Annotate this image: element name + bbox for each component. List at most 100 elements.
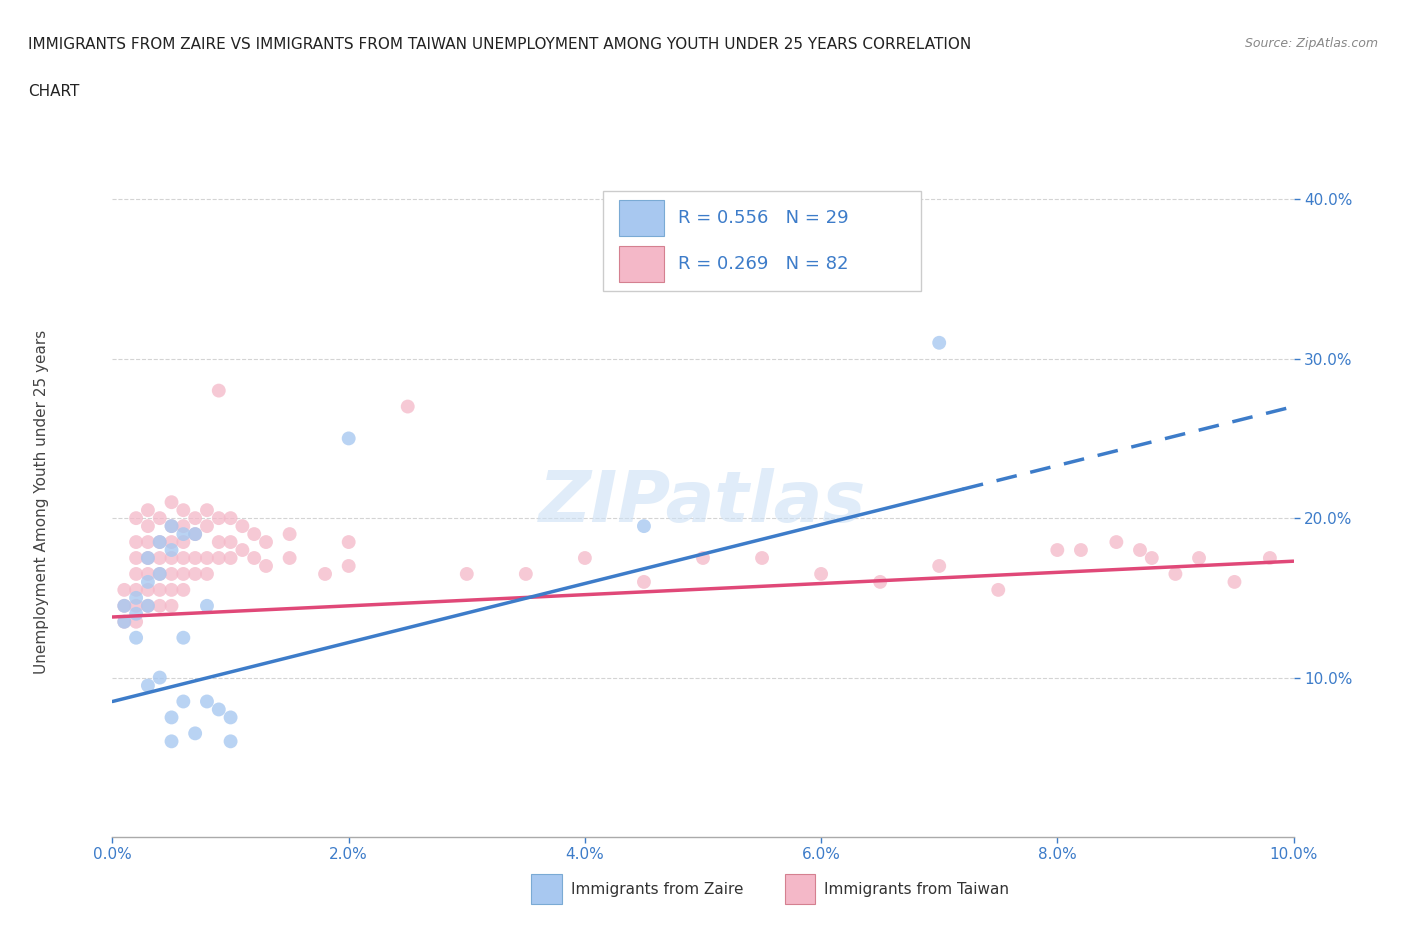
Point (112, 598, 135, 613)
Point (160, 495, 183, 510)
Point (1188, 551, 1211, 565)
Point (160, 542, 183, 557)
Point (751, 551, 773, 565)
Point (172, 582, 194, 597)
Point (208, 511, 231, 525)
Point (219, 734, 242, 749)
Point (243, 526, 266, 541)
Text: Unemployment Among Youth under 25 years: Unemployment Among Youth under 25 years (34, 330, 49, 674)
Point (160, 519, 183, 534)
Point (160, 598, 183, 613)
Point (149, 551, 172, 565)
Point (125, 535, 148, 550)
Point (184, 551, 207, 565)
Point (160, 710, 183, 724)
Point (337, 431, 360, 445)
Point (254, 559, 277, 574)
Text: R = 0.269   N = 82: R = 0.269 N = 82 (678, 255, 849, 272)
Point (160, 734, 183, 749)
Point (1129, 542, 1152, 557)
Point (172, 566, 194, 581)
Point (278, 551, 301, 565)
Point (136, 519, 159, 534)
Point (231, 542, 253, 557)
Point (172, 694, 194, 709)
Point (208, 535, 231, 550)
Point (149, 535, 172, 550)
FancyBboxPatch shape (619, 246, 664, 282)
Point (1046, 542, 1069, 557)
Point (208, 702, 231, 717)
Point (160, 535, 183, 550)
Point (574, 551, 596, 565)
Point (195, 566, 218, 581)
Point (208, 383, 231, 398)
Point (1258, 551, 1281, 565)
Point (172, 551, 194, 565)
Point (254, 535, 277, 550)
Point (219, 710, 242, 724)
Point (987, 582, 1010, 597)
Point (172, 519, 194, 534)
Point (149, 511, 172, 525)
Point (243, 551, 266, 565)
Point (633, 575, 655, 590)
FancyBboxPatch shape (603, 191, 921, 291)
Point (869, 575, 891, 590)
Point (136, 551, 159, 565)
Point (810, 566, 832, 581)
Text: R = 0.556   N = 29: R = 0.556 N = 29 (678, 209, 849, 227)
Point (112, 598, 135, 613)
Point (184, 726, 207, 741)
Point (172, 526, 194, 541)
Text: Source: ZipAtlas.com: Source: ZipAtlas.com (1244, 37, 1378, 50)
Point (160, 551, 183, 565)
Text: Immigrants from Zaire: Immigrants from Zaire (571, 882, 744, 897)
Point (160, 582, 183, 597)
Point (125, 606, 148, 621)
Point (125, 598, 148, 613)
Point (195, 519, 218, 534)
Point (208, 551, 231, 565)
Point (136, 582, 159, 597)
Point (928, 336, 950, 351)
Point (219, 535, 242, 550)
Point (1105, 535, 1128, 550)
Point (633, 519, 655, 534)
Point (172, 535, 194, 550)
Point (136, 551, 159, 565)
Point (184, 511, 207, 525)
Point (337, 559, 360, 574)
Point (1070, 542, 1092, 557)
Point (136, 535, 159, 550)
Point (515, 566, 537, 581)
Point (195, 694, 218, 709)
Point (195, 551, 218, 565)
Point (184, 526, 207, 541)
Point (125, 615, 148, 630)
Point (692, 551, 714, 565)
Point (278, 526, 301, 541)
Text: ZIPatlas: ZIPatlas (540, 468, 866, 537)
Point (125, 582, 148, 597)
Point (219, 511, 242, 525)
Point (231, 519, 253, 534)
Point (195, 503, 218, 518)
Point (136, 598, 159, 613)
Point (149, 582, 172, 597)
Point (125, 511, 148, 525)
Point (136, 598, 159, 613)
Point (112, 615, 135, 630)
Point (172, 631, 194, 645)
Point (125, 566, 148, 581)
Text: CHART: CHART (28, 84, 80, 99)
Point (172, 503, 194, 518)
FancyBboxPatch shape (619, 200, 664, 236)
Point (1140, 551, 1163, 565)
Point (160, 566, 183, 581)
Point (136, 503, 159, 518)
Point (149, 598, 172, 613)
Point (396, 399, 419, 414)
Text: Immigrants from Taiwan: Immigrants from Taiwan (824, 882, 1010, 897)
Point (125, 631, 148, 645)
